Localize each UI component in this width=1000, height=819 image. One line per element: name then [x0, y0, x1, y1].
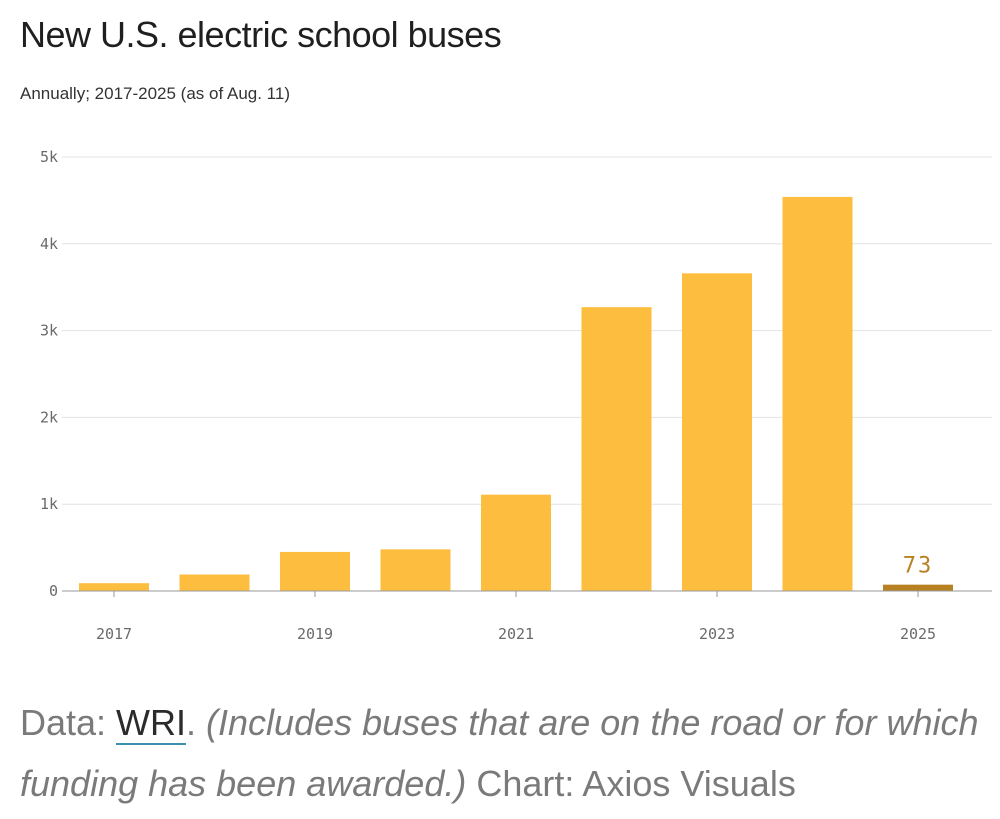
bar-2021[interactable]: [481, 494, 551, 591]
bar-2024[interactable]: [782, 196, 853, 591]
bar-2019[interactable]: [280, 551, 350, 591]
y-tick-label: 3k: [40, 322, 58, 340]
bars: [79, 196, 953, 591]
bar-chart: 0 1k 2k 3k 4k 5k 2017 2019 2021 2023 2025 73: [40, 148, 992, 643]
data-labels: 73: [903, 554, 934, 579]
chart-subtitle: Annually; 2017-2025 (as of Aug. 11): [20, 84, 290, 103]
y-tick-label: 0: [49, 582, 58, 600]
x-tick-label: 2021: [498, 625, 534, 643]
footer-credit: Chart: Axios Visuals: [476, 763, 796, 804]
bar-2025[interactable]: [883, 584, 953, 591]
axes: 0 1k 2k 3k 4k 5k 2017 2019 2021 2023 2025: [40, 148, 992, 643]
bar-2022[interactable]: [581, 307, 652, 591]
y-tick-label: 5k: [40, 148, 58, 166]
footer-data-prefix: Data:: [20, 702, 117, 743]
y-tick-label: 2k: [40, 408, 58, 426]
x-tick-label: 2017: [96, 625, 132, 643]
bar-2020[interactable]: [380, 549, 451, 591]
data-label-2025: 73: [903, 554, 934, 579]
footer-note: (Includes buses that are on the road or …: [20, 702, 979, 804]
chart-title: New U.S. electric school buses: [20, 14, 502, 55]
bar-2023[interactable]: [682, 273, 752, 591]
source-link[interactable]: WRI: [116, 702, 187, 745]
x-tick-label: 2019: [297, 625, 333, 643]
y-tick-label: 1k: [40, 495, 58, 513]
x-tick-label: 2025: [900, 625, 936, 643]
bar-2017[interactable]: [79, 583, 149, 591]
bar-2018[interactable]: [179, 574, 250, 591]
footer-period: .: [186, 702, 207, 743]
chart-footer: Data: WRI. (Includes buses that are on t…: [20, 692, 980, 814]
x-tick-label: 2023: [699, 625, 735, 643]
y-tick-label: 4k: [40, 235, 58, 253]
